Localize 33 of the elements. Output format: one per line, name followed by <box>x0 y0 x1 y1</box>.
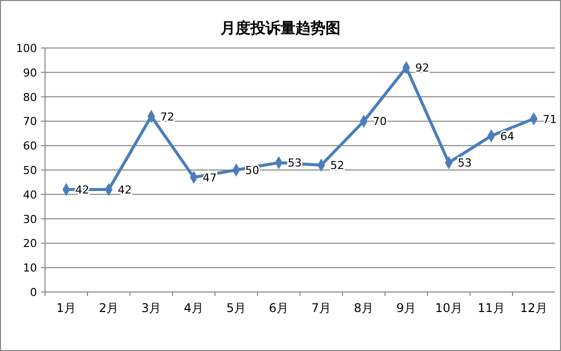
data-label: 52 <box>330 159 344 172</box>
data-label: 92 <box>415 62 430 75</box>
x-tick-label: 9月 <box>396 301 416 315</box>
y-tick-label: 10 <box>23 262 37 275</box>
x-tick-label: 11月 <box>478 301 505 315</box>
y-tick-label: 20 <box>23 237 37 250</box>
y-tick-label: 70 <box>23 115 37 128</box>
data-label: 42 <box>118 184 132 197</box>
chart-title: 月度投诉量趋势图 <box>220 19 340 37</box>
x-tick-label: 8月 <box>354 301 374 315</box>
y-tick-label: 80 <box>23 90 37 104</box>
x-tick-label: 1月 <box>56 301 76 315</box>
x-tick-label: 7月 <box>311 301 332 315</box>
x-tick-label: 4月 <box>184 301 204 315</box>
y-tick-label: 90 <box>23 66 37 80</box>
y-tick-label: 100 <box>16 42 37 55</box>
x-tick-label: 10月 <box>435 301 462 315</box>
data-label: 70 <box>372 115 387 128</box>
y-tick-label: 40 <box>23 188 37 202</box>
data-label: 53 <box>288 156 302 170</box>
x-tick-label: 2月 <box>98 301 119 315</box>
y-tick-label: 0 <box>30 286 37 299</box>
x-tick-label: 3月 <box>141 301 162 315</box>
data-label: 72 <box>160 110 174 124</box>
data-label: 53 <box>458 156 472 170</box>
data-label: 71 <box>542 112 557 126</box>
data-label: 64 <box>500 130 514 143</box>
x-tick-label: 12月 <box>520 301 548 315</box>
x-tick-label: 5月 <box>226 301 246 315</box>
x-tick-label: 6月 <box>268 301 289 315</box>
y-tick-label: 30 <box>23 212 37 226</box>
y-tick-label: 60 <box>23 140 37 153</box>
y-tick-label: 50 <box>23 164 37 177</box>
